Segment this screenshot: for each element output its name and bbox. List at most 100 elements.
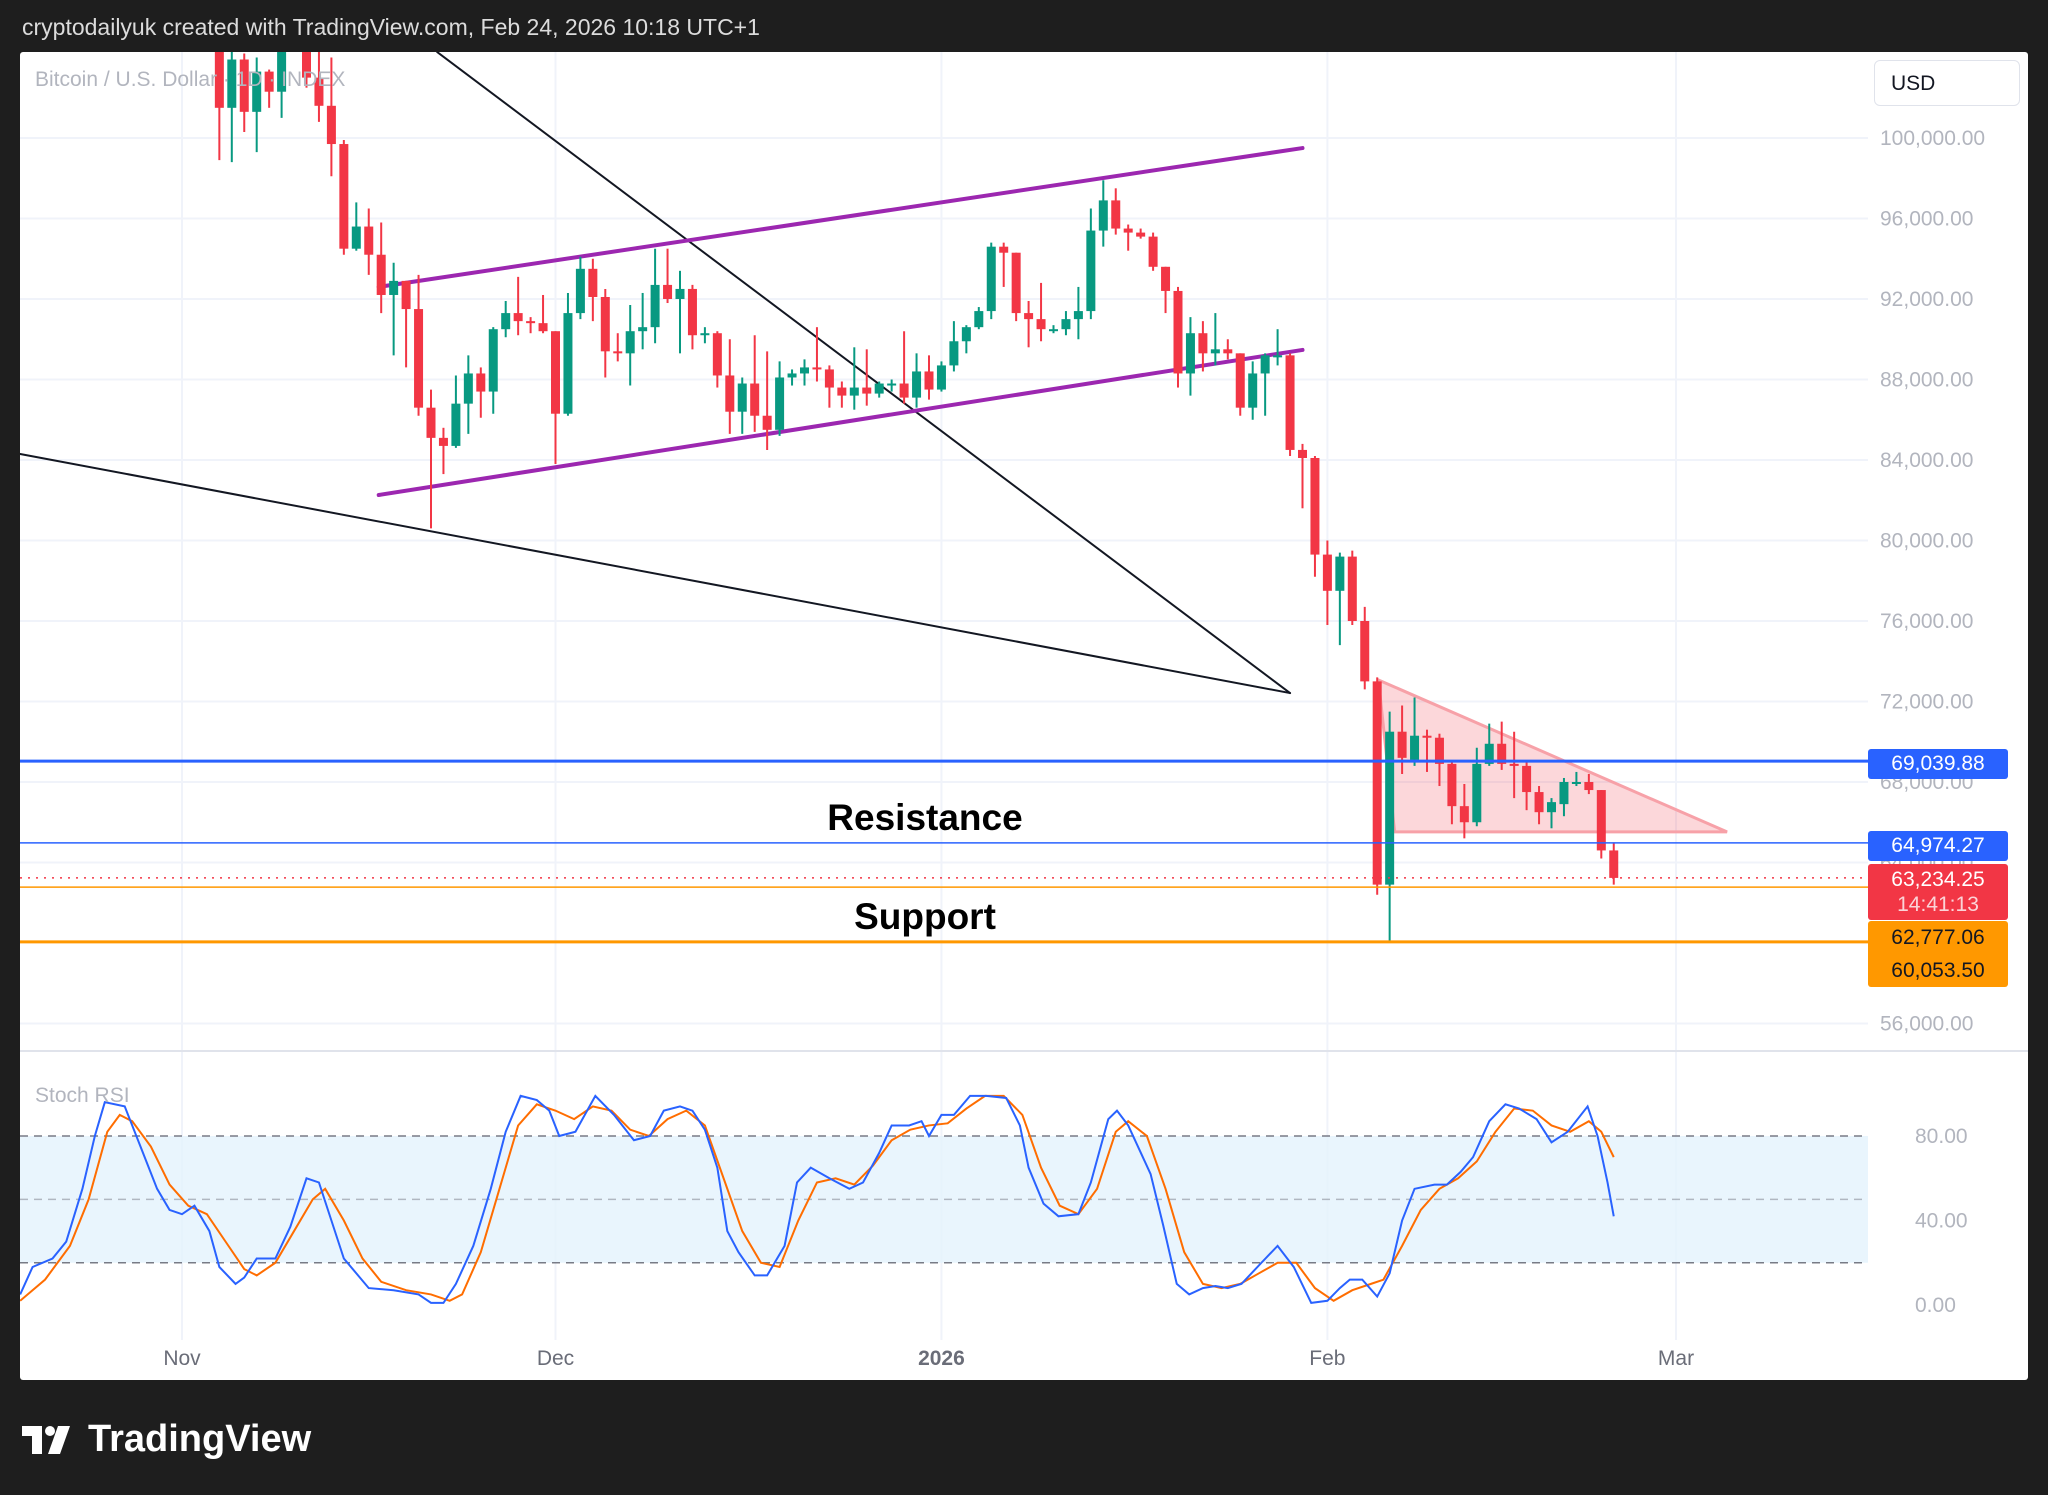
- candle-body: [339, 144, 349, 249]
- candle-body: [1273, 355, 1283, 358]
- candle-body: [613, 351, 623, 354]
- candle-body: [675, 288, 685, 299]
- candle-body: [1248, 373, 1258, 408]
- support-label: Support: [854, 896, 996, 937]
- candle-body: [202, 0, 211, 7]
- symbol-legend[interactable]: Bitcoin / U.S. Dollar · 1D · INDEX: [35, 68, 346, 91]
- candle-body: [1223, 349, 1233, 354]
- candle-body: [1459, 806, 1469, 823]
- stoch-rsi-lines: [20, 1094, 1615, 1304]
- candle-body: [575, 268, 585, 314]
- candle-body: [1011, 252, 1021, 314]
- tradingview-logo[interactable]: TradingView: [22, 1418, 311, 1461]
- time-tick-label: Dec: [537, 1347, 574, 1370]
- candle-body: [936, 365, 946, 390]
- candle-body: [775, 377, 785, 430]
- channel-lower-line: [376, 347, 1305, 498]
- price-tick-label: 96,000.00: [1880, 208, 1973, 231]
- candle-body: [1024, 313, 1034, 320]
- candle-body: [476, 373, 486, 392]
- candle-body: [563, 313, 573, 414]
- candle-body: [513, 313, 523, 322]
- candle-body: [1584, 782, 1594, 791]
- candle-body: [501, 313, 511, 330]
- candle-body: [1347, 556, 1357, 621]
- price-tick-label: 84,000.00: [1880, 449, 1973, 472]
- candle-body: [1434, 737, 1444, 764]
- candle-body: [899, 383, 909, 398]
- grid-lines: [20, 52, 1868, 1340]
- candle-body: [1497, 743, 1507, 764]
- candle-body: [1210, 349, 1220, 354]
- candle-body: [1036, 319, 1046, 330]
- candle-body: [600, 296, 610, 352]
- support-badges: 62,777.06 60,053.50: [1868, 921, 2008, 987]
- candle-body: [326, 105, 336, 145]
- candle-body: [1397, 731, 1407, 758]
- descending-support-line: [20, 452, 1292, 695]
- time-tick-label: 2026: [918, 1347, 965, 1370]
- last-price: 63,234.25: [1891, 868, 1985, 891]
- drawings: [20, 52, 1728, 834]
- candles: [202, 0, 1619, 942]
- price-tick-label: 100,000.00: [1880, 127, 1985, 150]
- candle-body: [389, 280, 399, 295]
- candle-body: [1298, 449, 1307, 458]
- descending-resistance-line: [436, 52, 1292, 695]
- candle-body: [588, 268, 598, 297]
- candle-body: [290, 17, 299, 43]
- candle-body: [700, 333, 710, 336]
- level-badge-69039: 69,039.88: [1868, 749, 2008, 779]
- candle-body: [214, 52, 224, 108]
- time-tick-label: Nov: [163, 1347, 201, 1370]
- candle-body: [1098, 200, 1108, 231]
- bar-countdown: 14:41:13: [1897, 893, 1979, 916]
- candle-body: [364, 226, 374, 255]
- candle-body: [1310, 457, 1320, 555]
- candle-body: [874, 383, 884, 394]
- candle-body: [1161, 266, 1171, 291]
- last-price-badge: 63,234.25 14:41:13: [1868, 864, 2008, 920]
- candle-body: [302, 52, 311, 78]
- candle-body: [687, 288, 697, 336]
- candle-body: [812, 367, 822, 370]
- candle-body: [277, 52, 287, 92]
- candle-body: [1385, 731, 1395, 885]
- candle-body: [712, 333, 722, 376]
- candle-body: [986, 246, 996, 312]
- candle-body: [1484, 743, 1494, 764]
- candle-body: [1086, 230, 1096, 312]
- candle-body: [252, 71, 262, 112]
- candle-body: [625, 331, 635, 354]
- candle-body: [1534, 792, 1544, 813]
- chart-attribution: cryptodailyuk created with TradingView.c…: [22, 14, 760, 40]
- stoch-rsi-legend[interactable]: Stoch RSI: [35, 1084, 130, 1107]
- candle-body: [725, 375, 735, 412]
- price-tick-label: 88,000.00: [1880, 369, 1973, 392]
- candle-body: [1372, 681, 1382, 885]
- candle-body: [1559, 782, 1569, 805]
- price-tick-label: 76,000.00: [1880, 610, 1973, 633]
- support-badge-62777: 62,777.06: [1891, 926, 1985, 949]
- candle-body: [401, 280, 411, 310]
- candle-body: [1335, 556, 1345, 591]
- candle-body: [426, 407, 436, 438]
- candle-body: [1285, 355, 1295, 450]
- candle-body: [1322, 554, 1332, 591]
- candle-body: [1235, 353, 1245, 408]
- candle-body: [463, 373, 473, 404]
- candle-body: [1360, 621, 1370, 682]
- candle-body: [314, 77, 324, 106]
- candle-body: [1198, 333, 1208, 354]
- candle-body: [787, 373, 797, 378]
- currency-button[interactable]: USD: [1874, 60, 2020, 106]
- price-tick-label: 56,000.00: [1880, 1013, 1973, 1036]
- candle-body: [974, 311, 984, 328]
- candle-body: [351, 226, 361, 249]
- candle-body: [239, 59, 249, 112]
- time-tick-label: Feb: [1309, 1347, 1345, 1370]
- candle-body: [414, 309, 424, 408]
- candle-body: [837, 387, 847, 396]
- candle-body: [999, 246, 1009, 253]
